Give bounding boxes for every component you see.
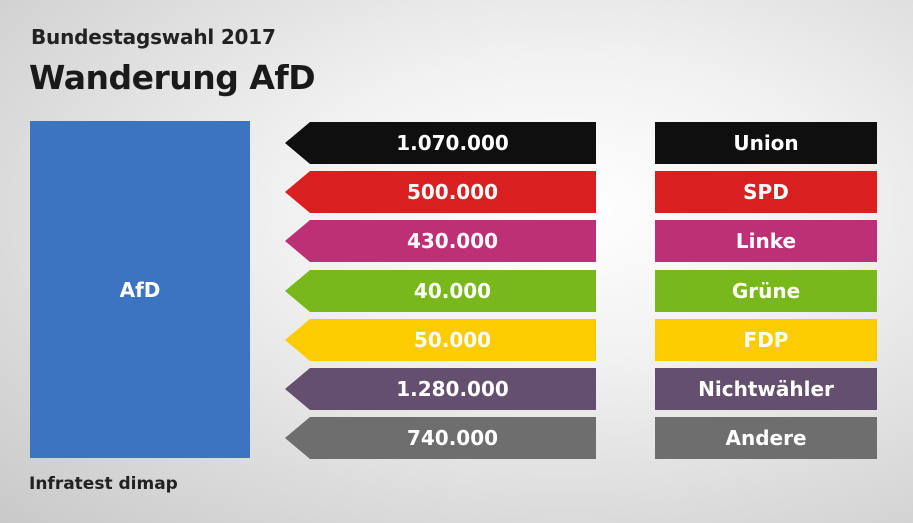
- source-party-label-fdp: FDP: [655, 319, 877, 361]
- flow-value-linke: 430.000: [406, 229, 499, 253]
- flow-value-spd: 500.000: [406, 180, 499, 204]
- flow-value-nichtwaehler: 1.280.000: [396, 377, 509, 401]
- source-party-label-nichtwaehler: Nichtwähler: [655, 368, 877, 410]
- flow-arrow-spd: 500.000: [285, 171, 596, 213]
- flow-arrow-linke: 430.000: [285, 220, 596, 262]
- source-party-label-spd: SPD: [655, 171, 877, 213]
- source-party-label-union: Union: [655, 122, 877, 164]
- chart-title: Wanderung AfD: [29, 58, 316, 97]
- source-party-label-linke: Linke: [655, 220, 877, 262]
- flow-value-andere: 740.000: [406, 426, 499, 450]
- flow-value-fdp: 50.000: [413, 328, 492, 352]
- afd-party-box: AfD: [30, 121, 250, 458]
- flow-arrow-fdp: 50.000: [285, 319, 596, 361]
- flow-arrow-andere: 740.000: [285, 417, 596, 459]
- flow-value-union: 1.070.000: [396, 131, 509, 155]
- flow-arrow-nichtwaehler: 1.280.000: [285, 368, 596, 410]
- flow-arrow-union: 1.070.000: [285, 122, 596, 164]
- source-label: Infratest dimap: [29, 474, 178, 494]
- afd-label: AfD: [119, 277, 161, 302]
- source-party-label-andere: Andere: [655, 417, 877, 459]
- flow-arrow-gruene: 40.000: [285, 270, 596, 312]
- chart-subtitle: Bundestagswahl 2017: [31, 25, 276, 49]
- flow-value-gruene: 40.000: [413, 279, 492, 303]
- source-party-label-gruene: Grüne: [655, 270, 877, 312]
